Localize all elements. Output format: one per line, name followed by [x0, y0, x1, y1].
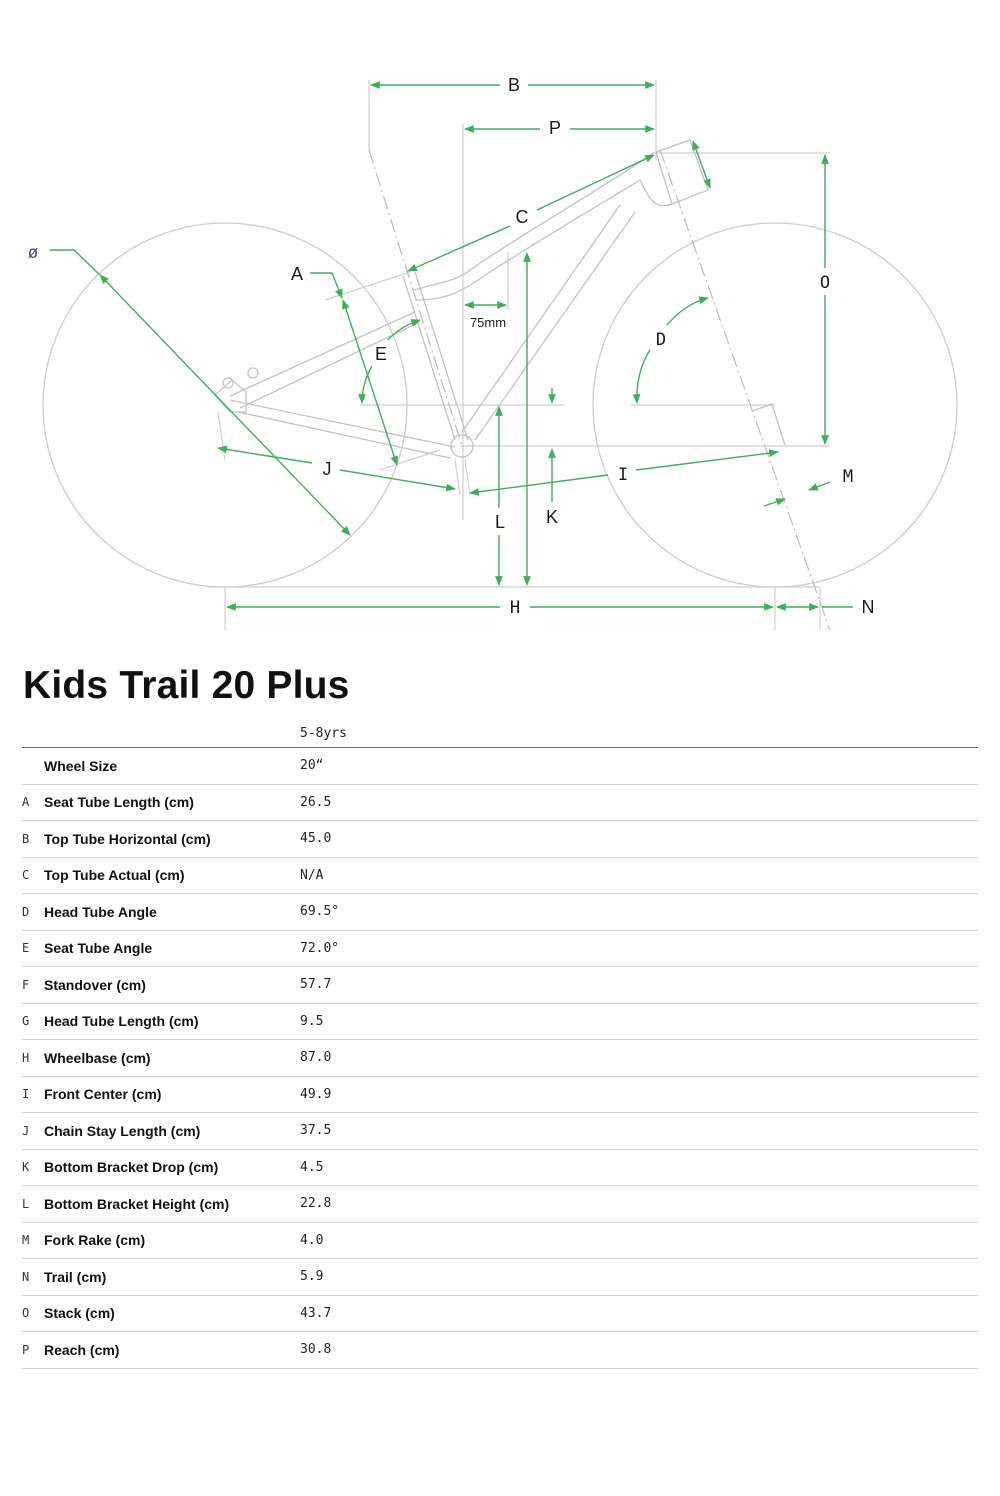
table-row: F Standover (cm) 57.7	[22, 967, 978, 1003]
table-row: C Top Tube Actual (cm) N/A	[22, 857, 978, 894]
table-row: D Head Tube Angle 69.5°	[22, 894, 978, 930]
dimension-lines	[50, 81, 853, 611]
row-letter: A	[22, 795, 30, 810]
row-name: Chain Stay Length (cm)	[44, 1122, 201, 1139]
table-row: I Front Center (cm) 49.9	[22, 1076, 978, 1113]
table-row: K Bottom Bracket Drop (cm) 4.5	[22, 1149, 978, 1186]
row-name: Standover (cm)	[44, 976, 146, 993]
row-letter: C	[22, 868, 30, 883]
label-b: B	[508, 75, 520, 95]
row-value: 22.8	[300, 1196, 332, 1212]
label-m: M	[843, 467, 853, 487]
label-a: A	[291, 264, 303, 284]
axis-lines	[368, 149, 831, 631]
row-letter: J	[22, 1123, 30, 1138]
row-value: 9.5	[300, 1013, 324, 1029]
label-l: L	[495, 512, 505, 532]
row-name: Seat Tube Angle	[44, 940, 153, 957]
geometry-table: 5-8yrs Wheel Size 20“ A Seat Tube Length (…	[22, 720, 978, 1369]
label-n: N	[862, 597, 875, 617]
label-d: D	[656, 330, 666, 350]
label-p: P	[549, 118, 561, 138]
row-name: Stack (cm)	[44, 1305, 115, 1322]
size-column-header: 5-8yrs	[300, 720, 978, 748]
label-i: I	[618, 465, 628, 485]
table-row: P Reach (cm) 30.8	[22, 1332, 978, 1368]
table-row: N Trail (cm) 5.9	[22, 1259, 978, 1295]
product-title: Kids Trail 20 Plus	[23, 664, 350, 707]
table-row: L Bottom Bracket Height (cm) 22.8	[22, 1186, 978, 1222]
dimension-labels: ø B P C A E D O J I L K M H N 75mm	[28, 75, 875, 618]
row-value: 4.0	[300, 1232, 324, 1248]
label-e: E	[375, 344, 387, 364]
row-value: 5.9	[300, 1269, 324, 1285]
row-letter: H	[22, 1050, 30, 1065]
row-letter	[22, 748, 44, 785]
row-letter: P	[22, 1342, 30, 1357]
row-letter: D	[22, 904, 30, 919]
row-name: Front Center (cm)	[44, 1086, 162, 1103]
row-value: 69.5°	[300, 904, 340, 920]
row-name: Head Tube Angle	[44, 903, 157, 920]
row-name: Seat Tube Length (cm)	[44, 794, 194, 811]
label-j: J	[323, 459, 332, 479]
bike-frame	[214, 139, 786, 459]
row-value: N/A	[300, 867, 324, 883]
row-letter: F	[22, 977, 30, 992]
row-value: 20“	[300, 758, 324, 774]
row-name: Bottom Bracket Height (cm)	[44, 1195, 230, 1212]
row-value: 30.8	[300, 1342, 332, 1358]
row-value: 87.0	[300, 1050, 332, 1066]
table-row: M Fork Rake (cm) 4.0	[22, 1222, 978, 1259]
diameter-symbol-label: ø	[28, 243, 38, 263]
row-name: Wheel Size	[44, 757, 118, 774]
row-name: Bottom Bracket Drop (cm)	[44, 1159, 219, 1176]
row-value: 49.9	[300, 1086, 332, 1102]
table-row: O Stack (cm) 43.7	[22, 1295, 978, 1332]
row-value: 37.5	[300, 1123, 332, 1139]
table-row: H Wheelbase (cm) 87.0	[22, 1040, 978, 1076]
row-letter: N	[22, 1269, 30, 1284]
row-value: 72.0°	[300, 940, 340, 956]
row-value: 43.7	[300, 1305, 332, 1321]
label-o: O	[820, 273, 830, 293]
table-row: J Chain Stay Length (cm) 37.5	[22, 1113, 978, 1149]
row-letter: E	[22, 941, 30, 956]
label-k: K	[546, 507, 558, 527]
row-name: Wheelbase (cm)	[44, 1049, 151, 1066]
table-header-row: 5-8yrs	[22, 720, 978, 748]
label-75mm: 75mm	[470, 315, 506, 330]
table-row: Wheel Size 20“	[22, 748, 978, 785]
row-value: 4.5	[300, 1159, 324, 1175]
bike-geometry-diagram: ø B P C A E D O J I L K M H N 75mm	[0, 0, 1000, 650]
table-row: G Head Tube Length (cm) 9.5	[22, 1003, 978, 1040]
reference-lines	[208, 80, 830, 630]
row-letter: M	[22, 1233, 30, 1248]
row-name: Head Tube Length (cm)	[44, 1013, 199, 1030]
table-row: B Top Tube Horizontal (cm) 45.0	[22, 821, 978, 857]
table-row: A Seat Tube Length (cm) 26.5	[22, 784, 978, 821]
row-name: Top Tube Horizontal (cm)	[44, 830, 211, 847]
row-letter: I	[22, 1087, 30, 1102]
row-letter: K	[22, 1160, 30, 1175]
row-value: 26.5	[300, 794, 332, 810]
table-row: E Seat Tube Angle 72.0°	[22, 930, 978, 967]
label-c: C	[516, 207, 529, 227]
row-letter: G	[22, 1014, 30, 1029]
row-name: Top Tube Actual (cm)	[44, 867, 185, 884]
row-letter: B	[22, 831, 30, 846]
row-name: Trail (cm)	[44, 1268, 107, 1285]
row-name: Fork Rake (cm)	[44, 1232, 146, 1249]
row-letter: L	[22, 1196, 30, 1211]
row-name: Reach (cm)	[44, 1341, 120, 1358]
label-h: H	[510, 598, 520, 618]
row-value: 57.7	[300, 977, 332, 993]
row-letter: O	[22, 1306, 30, 1321]
row-value: 45.0	[300, 831, 332, 847]
